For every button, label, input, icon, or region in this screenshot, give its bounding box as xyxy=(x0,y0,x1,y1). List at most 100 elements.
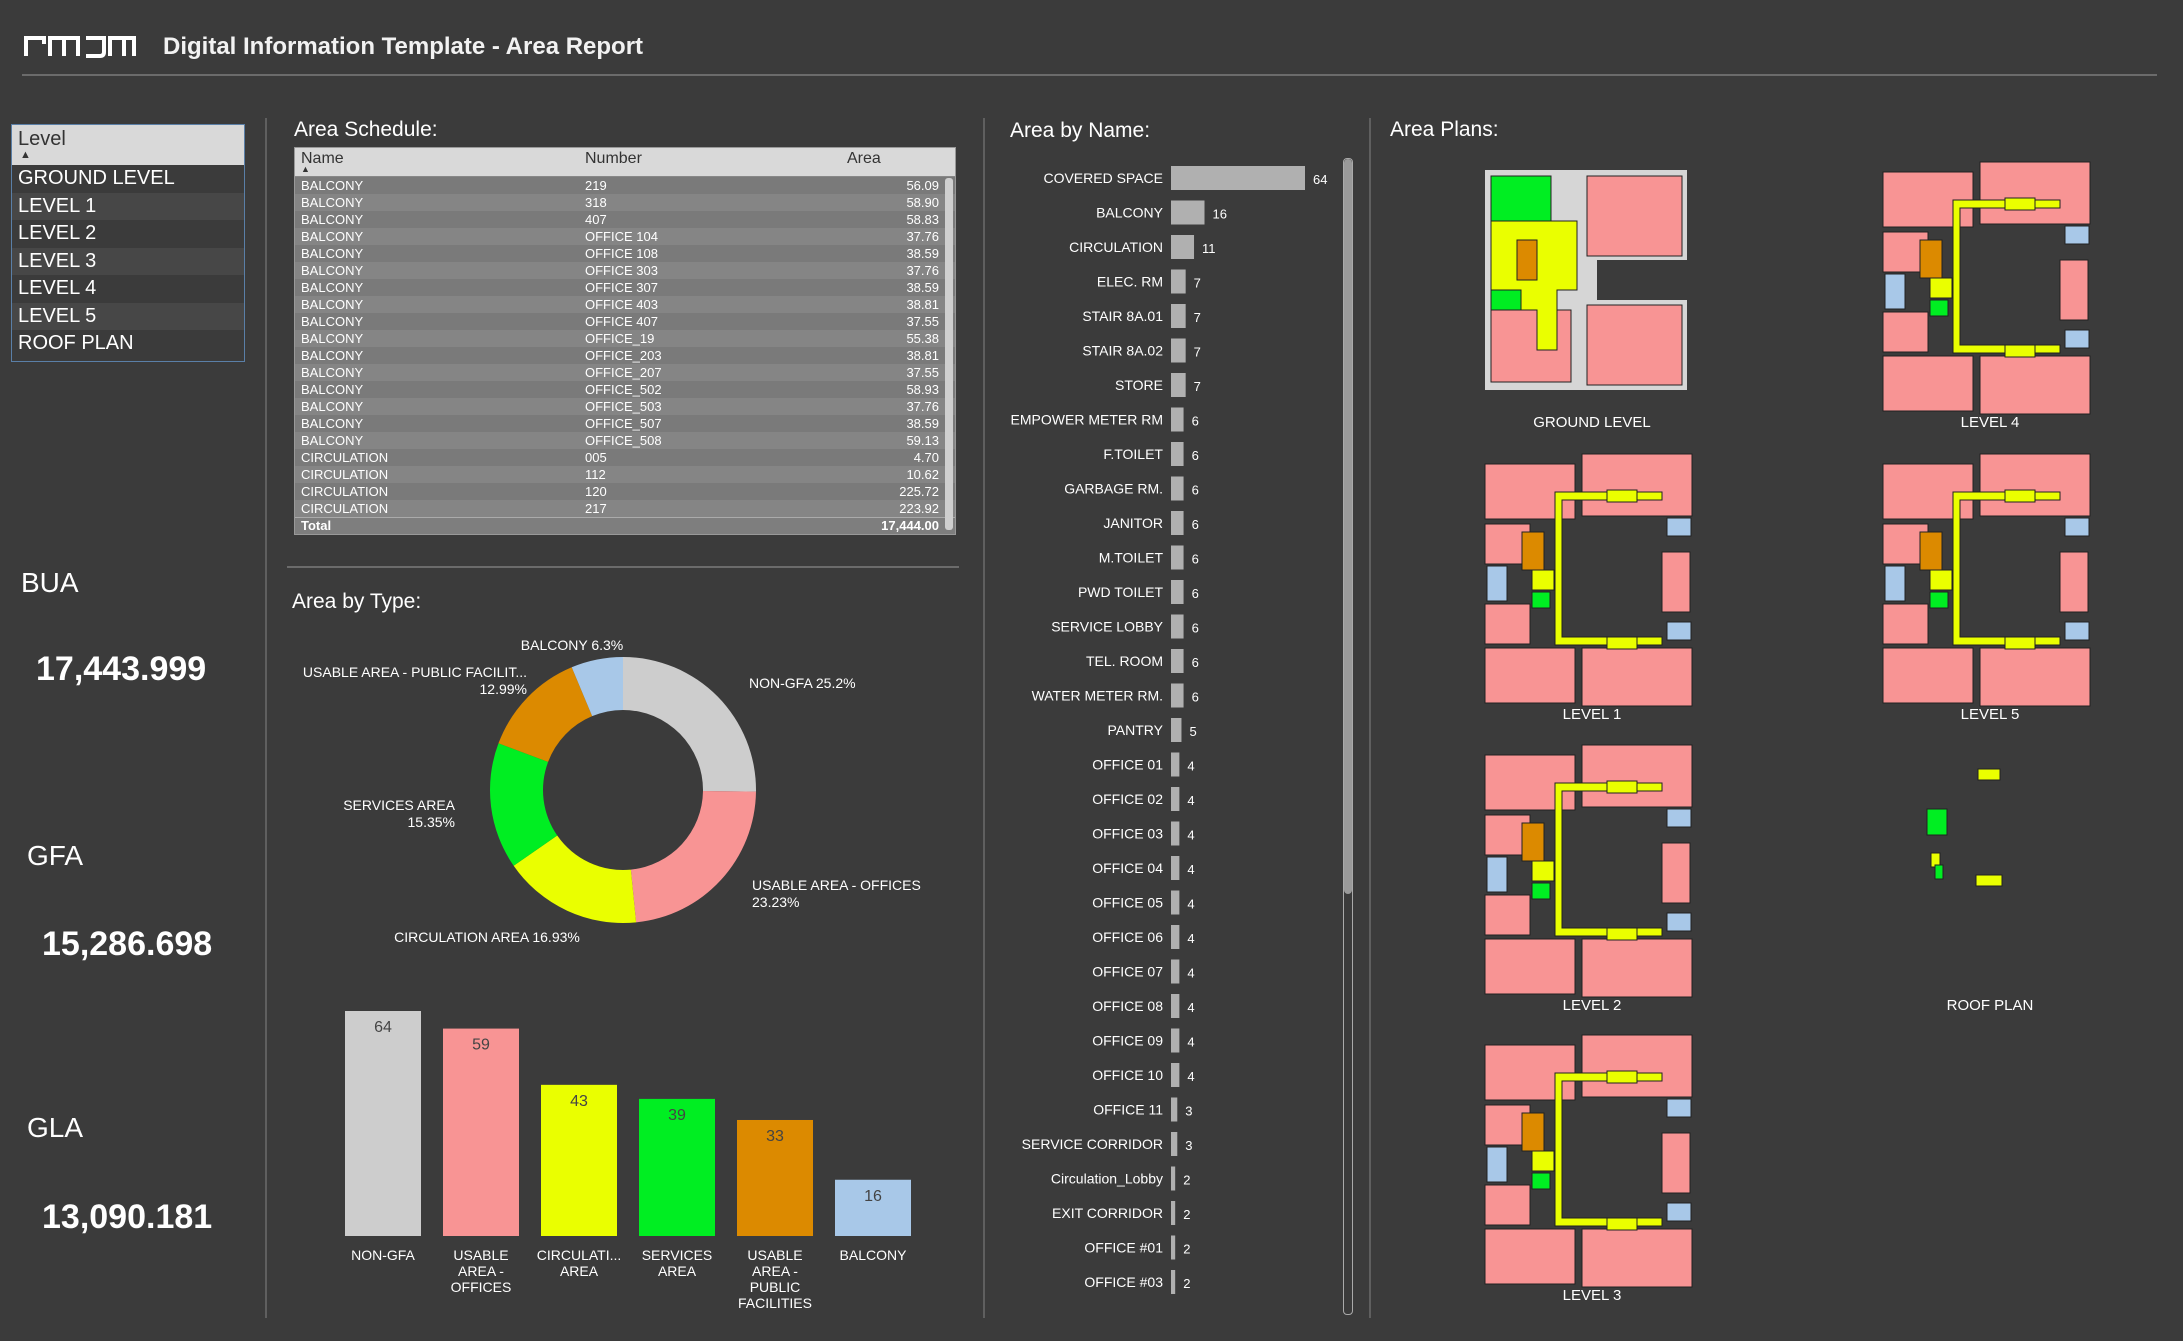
floor-plan-roof-plan[interactable] xyxy=(1875,743,2105,1003)
table-row[interactable]: BALCONY OFFICE 307 38.59 xyxy=(295,279,955,296)
table-total-row: Total 17,444.00 xyxy=(295,517,955,534)
table-row[interactable]: CIRCULATION 005 4.70 xyxy=(295,449,955,466)
name-bar[interactable] xyxy=(1171,407,1184,432)
slicer-header[interactable]: Level ▲ xyxy=(12,125,244,165)
name-bar[interactable] xyxy=(1171,373,1186,397)
area-by-type-bar-chart[interactable]: 64 NON-GFA 59 USABLE AREA -OFFICES 43 CIRCULAT… xyxy=(287,990,967,1320)
table-row[interactable]: BALCONY OFFICE 303 37.76 xyxy=(295,262,955,279)
name-bar[interactable] xyxy=(1171,1235,1176,1260)
name-bar[interactable] xyxy=(1171,580,1184,604)
type-bar[interactable] xyxy=(835,1179,911,1236)
name-bar[interactable] xyxy=(1171,476,1184,501)
table-row[interactable]: BALCONY 219 56.09 xyxy=(295,177,955,194)
table-row[interactable]: BALCONY OFFICE 108 38.59 xyxy=(295,245,955,262)
donut-slice[interactable] xyxy=(513,835,637,923)
type-bar[interactable] xyxy=(737,1119,813,1236)
slicer-item-ground-level[interactable]: GROUND LEVEL xyxy=(12,165,244,193)
name-bar[interactable] xyxy=(1171,269,1186,294)
name-bar[interactable] xyxy=(1171,511,1184,535)
type-bar[interactable] xyxy=(443,1028,519,1236)
slicer-item-level-1[interactable]: LEVEL 1 xyxy=(12,192,244,220)
table-row[interactable]: BALCONY OFFICE_203 38.81 xyxy=(295,347,955,364)
name-bar[interactable] xyxy=(1171,1063,1180,1087)
kpi-gfa-value: 15,286.698 xyxy=(42,925,213,963)
table-row[interactable]: BALCONY OFFICE_207 37.55 xyxy=(295,364,955,381)
floor-plan-level-5[interactable] xyxy=(1875,452,2105,712)
area-by-type-donut-chart[interactable]: NON-GFA 25.2% USABLE AREA - OFFICES 23.23%… xyxy=(287,620,967,970)
name-bar[interactable] xyxy=(1171,787,1180,811)
slicer-item-level-4[interactable]: LEVEL 4 xyxy=(12,275,244,303)
type-bar[interactable] xyxy=(345,1011,421,1236)
level-slicer[interactable]: Level ▲ GROUND LEVEL LEVEL 1 LEVEL 2 LEVEL … xyxy=(11,124,245,362)
name-bar[interactable] xyxy=(1171,890,1180,915)
area-by-name-title: Area by Name: xyxy=(1010,119,1151,142)
name-bar[interactable] xyxy=(1171,166,1305,190)
slicer-item-level-5[interactable]: LEVEL 5 xyxy=(12,302,244,330)
table-row[interactable]: BALCONY 318 58.90 xyxy=(295,194,955,211)
type-bar[interactable] xyxy=(639,1098,715,1236)
slicer-item-level-3[interactable]: LEVEL 3 xyxy=(12,247,244,275)
name-bar[interactable] xyxy=(1171,545,1184,570)
table-row[interactable]: BALCONY OFFICE 403 38.81 xyxy=(295,296,955,313)
floor-plan-ground-level[interactable] xyxy=(1477,160,1707,420)
name-bar[interactable] xyxy=(1171,925,1180,949)
name-bar[interactable] xyxy=(1171,649,1184,673)
plan-room xyxy=(1882,603,1929,645)
donut-slice[interactable] xyxy=(571,657,623,717)
name-bar[interactable] xyxy=(1171,235,1195,259)
name-bar[interactable] xyxy=(1171,1270,1176,1294)
floor-plan-level-4[interactable] xyxy=(1875,160,2105,420)
name-bar[interactable] xyxy=(1171,856,1180,880)
cell-name: BALCONY xyxy=(301,263,364,278)
table-row[interactable]: BALCONY OFFICE_503 37.76 xyxy=(295,398,955,415)
donut-slice[interactable] xyxy=(623,657,756,792)
table-row[interactable]: BALCONY OFFICE 104 37.76 xyxy=(295,228,955,245)
table-row[interactable]: CIRCULATION 217 223.92 xyxy=(295,500,955,517)
column-header-number[interactable]: Number xyxy=(585,150,642,167)
donut-slice[interactable] xyxy=(490,743,558,866)
slicer-item-level-2[interactable]: LEVEL 2 xyxy=(12,220,244,248)
area-schedule-table[interactable]: Name Number Area ▲ BALCONY 219 56.09 BALCON… xyxy=(294,147,956,535)
table-row[interactable]: BALCONY OFFICE 407 37.55 xyxy=(295,313,955,330)
table-row[interactable]: CIRCULATION 112 10.62 xyxy=(295,466,955,483)
table-row[interactable]: BALCONY OFFICE_502 58.93 xyxy=(295,381,955,398)
table-row[interactable]: BALCONY OFFICE_508 59.13 xyxy=(295,432,955,449)
column-header-area[interactable]: Area xyxy=(847,150,881,167)
table-row[interactable]: BALCONY OFFICE_19 55.38 xyxy=(295,330,955,347)
name-bar[interactable] xyxy=(1171,442,1184,466)
column-header-name[interactable]: Name xyxy=(301,150,344,167)
sort-asc-icon[interactable]: ▲ xyxy=(301,164,310,174)
name-bar[interactable] xyxy=(1171,683,1184,708)
name-bar[interactable] xyxy=(1171,821,1180,846)
name-bar[interactable] xyxy=(1171,994,1180,1018)
name-bar[interactable] xyxy=(1171,718,1182,742)
table-row[interactable]: CIRCULATION 120 225.72 xyxy=(295,483,955,500)
name-bar[interactable] xyxy=(1171,200,1205,225)
name-bar[interactable] xyxy=(1171,338,1186,363)
table-scrollbar[interactable] xyxy=(945,178,953,530)
name-bar[interactable] xyxy=(1171,959,1180,984)
name-bar[interactable] xyxy=(1171,1028,1180,1053)
plan-room xyxy=(1581,647,1693,707)
name-chart-scroll-thumb[interactable] xyxy=(1344,159,1352,894)
table-row[interactable]: BALCONY 407 58.83 xyxy=(295,211,955,228)
name-bar[interactable] xyxy=(1171,1166,1176,1191)
slicer-item-roof-plan[interactable]: ROOF PLAN xyxy=(12,330,244,358)
name-bar[interactable] xyxy=(1171,1132,1178,1156)
name-bar[interactable] xyxy=(1171,752,1180,777)
name-bar[interactable] xyxy=(1171,1201,1176,1225)
type-bar[interactable] xyxy=(541,1084,617,1236)
donut-slice[interactable] xyxy=(498,667,593,762)
table-row[interactable]: BALCONY OFFICE_507 38.59 xyxy=(295,415,955,432)
name-bar[interactable] xyxy=(1171,304,1186,328)
sort-caret-icon[interactable]: ▲ xyxy=(20,149,31,161)
donut-slice[interactable] xyxy=(630,791,756,923)
floor-plan-level-1[interactable] xyxy=(1477,452,1707,712)
name-bar[interactable] xyxy=(1171,1097,1178,1122)
floor-plan-level-3[interactable] xyxy=(1477,1033,1707,1293)
name-chart-scrollbar[interactable] xyxy=(1343,158,1353,1315)
floor-plan-level-2[interactable] xyxy=(1477,743,1707,1003)
name-bar[interactable] xyxy=(1171,614,1184,639)
cell-area: 38.59 xyxy=(906,416,939,431)
